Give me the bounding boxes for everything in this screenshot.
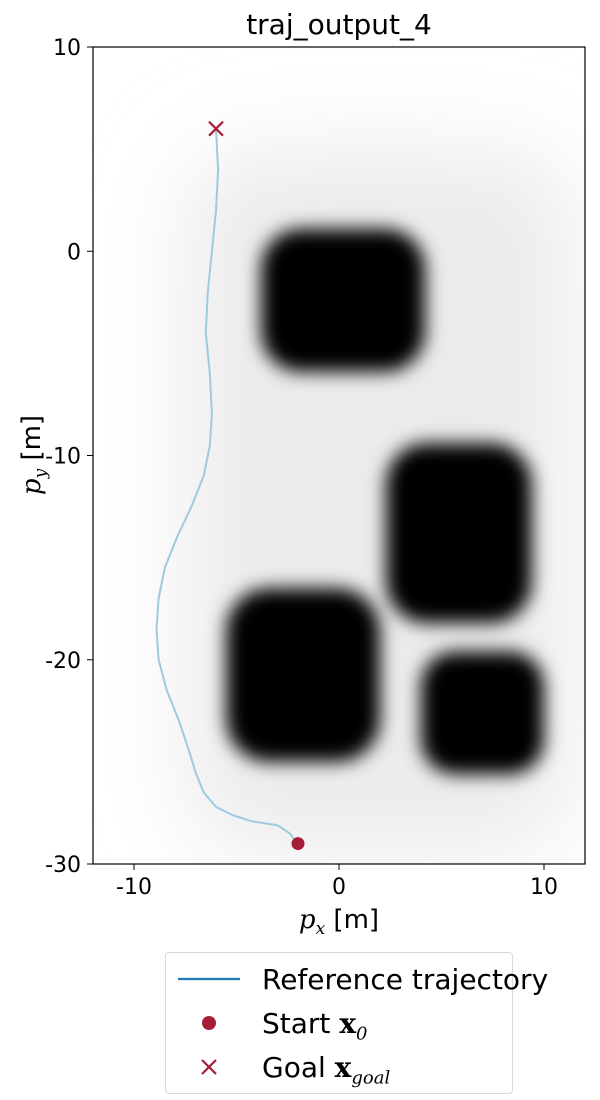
legend-line-icon (178, 977, 240, 981)
obstacle-2 (386, 443, 532, 623)
legend-start-symbol: x (339, 1007, 357, 1040)
legend-item-start: Start x0 (166, 1003, 512, 1045)
legend-goal-sub: goal (351, 1067, 391, 1089)
legend-start-math: x0 (339, 1007, 367, 1045)
legend-label-start: Start x0 (262, 1007, 367, 1045)
x-tick-label: 0 (332, 875, 346, 900)
legend-dot-icon (202, 1016, 216, 1030)
legend-start-text: Start (262, 1007, 331, 1040)
x-axis-label: px [m] (299, 905, 379, 939)
start-point (291, 837, 305, 851)
legend-item-reference: Reference trajectory (166, 959, 548, 999)
legend-goal-text: Goal (262, 1051, 326, 1084)
plot-svg: -10 0 10 10 0 -10 -20 -30 px [m] py [m] (17, 36, 586, 939)
legend-label-reference: Reference trajectory (262, 963, 549, 996)
obstacle-4 (421, 651, 544, 775)
y-tick-label: -20 (45, 649, 81, 674)
goal-marker-stroke-b (208, 120, 224, 137)
legend-cross-icon (201, 1059, 217, 1075)
x-tick-label: -10 (116, 875, 152, 900)
y-tick-label: 0 (67, 240, 81, 265)
legend-item-goal: Goal xgoal (166, 1047, 512, 1089)
y-tick-label: -30 (45, 853, 81, 878)
obstacle-3 (226, 588, 380, 762)
cost-field (185, 149, 575, 854)
chart-title: traj_output_4 (246, 8, 432, 41)
legend: Reference trajectory Start x0 Goal xgoal (165, 952, 548, 1094)
ticks-layer: -10 0 10 10 0 -10 -20 -30 (45, 36, 558, 900)
y-axis-label: py [m] (17, 415, 51, 495)
legend-start-sub: 0 (356, 1023, 368, 1045)
legend-label-goal: Goal xgoal (262, 1051, 390, 1089)
reference-trajectory-line (155, 128, 299, 845)
obstacle-1 (261, 228, 426, 372)
y-tick-label: 10 (53, 36, 81, 61)
legend-goal-math: xgoal (334, 1051, 391, 1089)
y-tick-label: -10 (45, 445, 81, 470)
series-layer (155, 120, 305, 851)
x-tick-label: 10 (530, 875, 558, 900)
legend-goal-symbol: x (334, 1051, 352, 1084)
